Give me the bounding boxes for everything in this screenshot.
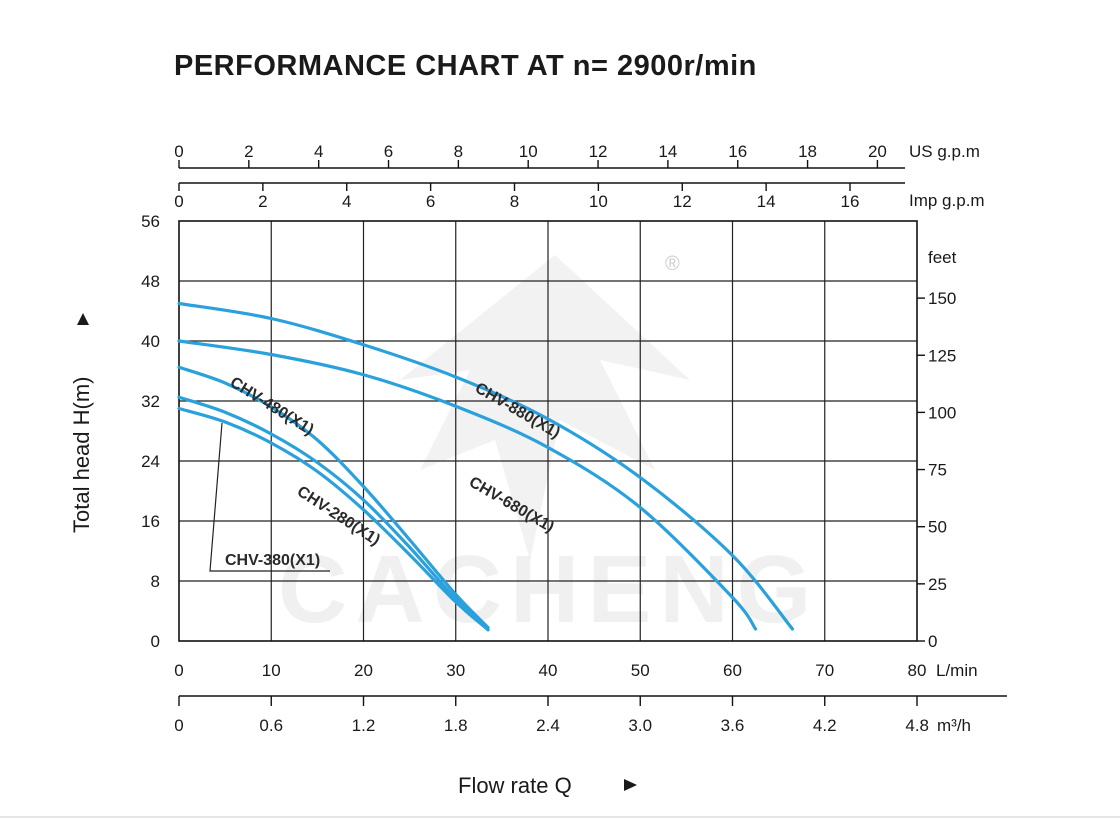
m3h-tick-label: 3.0 — [628, 716, 652, 735]
x-axis-title: Flow rate Q — [458, 773, 572, 798]
y-tick-label: 8 — [151, 572, 160, 591]
imp-gpm-tick-label: 4 — [342, 192, 351, 211]
curve-chv-680-x1 — [177, 339, 758, 631]
right-tick-label: 50 — [928, 518, 947, 537]
watermark-registered-mark: ® — [665, 253, 680, 275]
us-gpm-tick-label: 16 — [728, 142, 747, 161]
watermark-text: CACHENG — [278, 536, 819, 643]
x-tick-label: 60 — [723, 661, 742, 680]
us-gpm-tick-label: 4 — [314, 142, 323, 161]
label-chv-380-leader — [209, 422, 330, 572]
us-gpm-tick-label: 2 — [244, 142, 253, 161]
us-gpm-unit: US g.p.m — [909, 142, 980, 161]
imp-gpm-unit: Imp g.p.m — [909, 191, 985, 210]
x-tick-label: 50 — [631, 661, 650, 680]
us-gpm-tick-label: 6 — [384, 142, 393, 161]
bottom-axis-m3h: 0 0.6 1.2 1.8 2.4 3.0 3.6 4.2 4.8 m³/h — [174, 695, 1007, 735]
y-tick-label: 16 — [141, 512, 160, 531]
curve-chv-280-x1 — [177, 406, 490, 632]
x-tick-label: 80 — [908, 661, 927, 680]
us-gpm-tick-label: 14 — [658, 142, 677, 161]
top-axis-imp-gpm: 0 2 4 6 8 10 12 14 16 Imp g.p.m — [174, 182, 985, 211]
right-tick-label: 125 — [928, 346, 956, 365]
imp-gpm-tick-label: 2 — [258, 192, 267, 211]
chart-title: PERFORMANCE CHART AT n= 2900r/min — [174, 50, 757, 82]
m3h-tick-label: 0 — [174, 716, 183, 735]
right-tick-label: 100 — [928, 403, 956, 422]
x-tick-label: 70 — [815, 661, 834, 680]
us-gpm-tick-label: 12 — [589, 142, 608, 161]
right-axis-unit: feet — [928, 248, 957, 267]
m3h-tick-label: 0.6 — [259, 716, 283, 735]
watermark-shape — [400, 255, 690, 560]
y-axis-arrow-icon — [77, 313, 89, 325]
x-axis-ticks: 0 10 20 30 40 50 60 70 80 — [174, 661, 926, 680]
x-tick-label: 40 — [539, 661, 558, 680]
curve-chv-480-x1 — [177, 365, 490, 630]
curves — [177, 301, 795, 632]
right-tick-label: 0 — [928, 632, 937, 651]
x-axis-arrow-icon — [624, 779, 637, 791]
y-tick-label: 24 — [141, 452, 160, 471]
us-gpm-tick-label: 18 — [798, 142, 817, 161]
imp-gpm-tick-label: 0 — [174, 192, 183, 211]
y-tick-label: 48 — [141, 272, 160, 291]
imp-gpm-tick-label: 16 — [841, 192, 860, 211]
right-tick-label: 150 — [928, 289, 956, 308]
plot-frame — [178, 220, 918, 642]
imp-gpm-tick-label: 6 — [426, 192, 435, 211]
m3h-axis-unit: m³/h — [937, 716, 971, 735]
right-tick-label: 75 — [928, 461, 947, 480]
us-gpm-tick-label: 10 — [519, 142, 538, 161]
label-chv-380: CHV-380(X1) — [225, 552, 320, 569]
y-tick-label: 0 — [151, 632, 160, 651]
right-axis-feet-ticks: 0 25 50 75 100 125 150 — [917, 289, 956, 651]
x-axis-title-group: Flow rate Q — [458, 773, 637, 798]
imp-gpm-tick-label: 14 — [757, 192, 776, 211]
x-tick-label: 0 — [174, 661, 183, 680]
y-axis-ticks: 0 8 16 24 32 40 48 56 — [141, 212, 160, 651]
y-tick-label: 56 — [141, 212, 160, 231]
m3h-tick-label: 1.8 — [444, 716, 468, 735]
imp-gpm-tick-label: 8 — [510, 192, 519, 211]
us-gpm-tick-label: 20 — [868, 142, 887, 161]
grid — [178, 220, 918, 642]
m3h-tick-label: 2.4 — [536, 716, 560, 735]
us-gpm-tick-label: 0 — [174, 142, 183, 161]
x-tick-label: 30 — [446, 661, 465, 680]
m3h-tick-label: 1.2 — [352, 716, 376, 735]
bottom-divider — [0, 816, 1120, 818]
x-tick-label: 10 — [262, 661, 281, 680]
us-gpm-tick-label: 8 — [454, 142, 463, 161]
right-tick-label: 25 — [928, 575, 947, 594]
x-axis-unit: L/min — [936, 661, 978, 680]
y-axis-title-group: Total head H(m) — [69, 313, 94, 533]
curve-chv-380-x1 — [177, 395, 490, 632]
x-tick-label: 20 — [354, 661, 373, 680]
imp-gpm-tick-label: 12 — [673, 192, 692, 211]
top-axis-us-gpm: 0 2 4 6 8 10 12 14 16 18 20 US g.p.m — [174, 142, 980, 169]
imp-gpm-tick-label: 10 — [589, 192, 608, 211]
curve-chv-880-x1 — [177, 301, 795, 631]
watermark-logo: CACHENG ® — [278, 253, 819, 643]
m3h-tick-label: 3.6 — [721, 716, 745, 735]
y-axis-title: Total head H(m) — [69, 376, 94, 533]
y-tick-label: 32 — [141, 392, 160, 411]
y-tick-label: 40 — [141, 332, 160, 351]
m3h-tick-label: 4.8 — [905, 716, 929, 735]
m3h-tick-label: 4.2 — [813, 716, 837, 735]
